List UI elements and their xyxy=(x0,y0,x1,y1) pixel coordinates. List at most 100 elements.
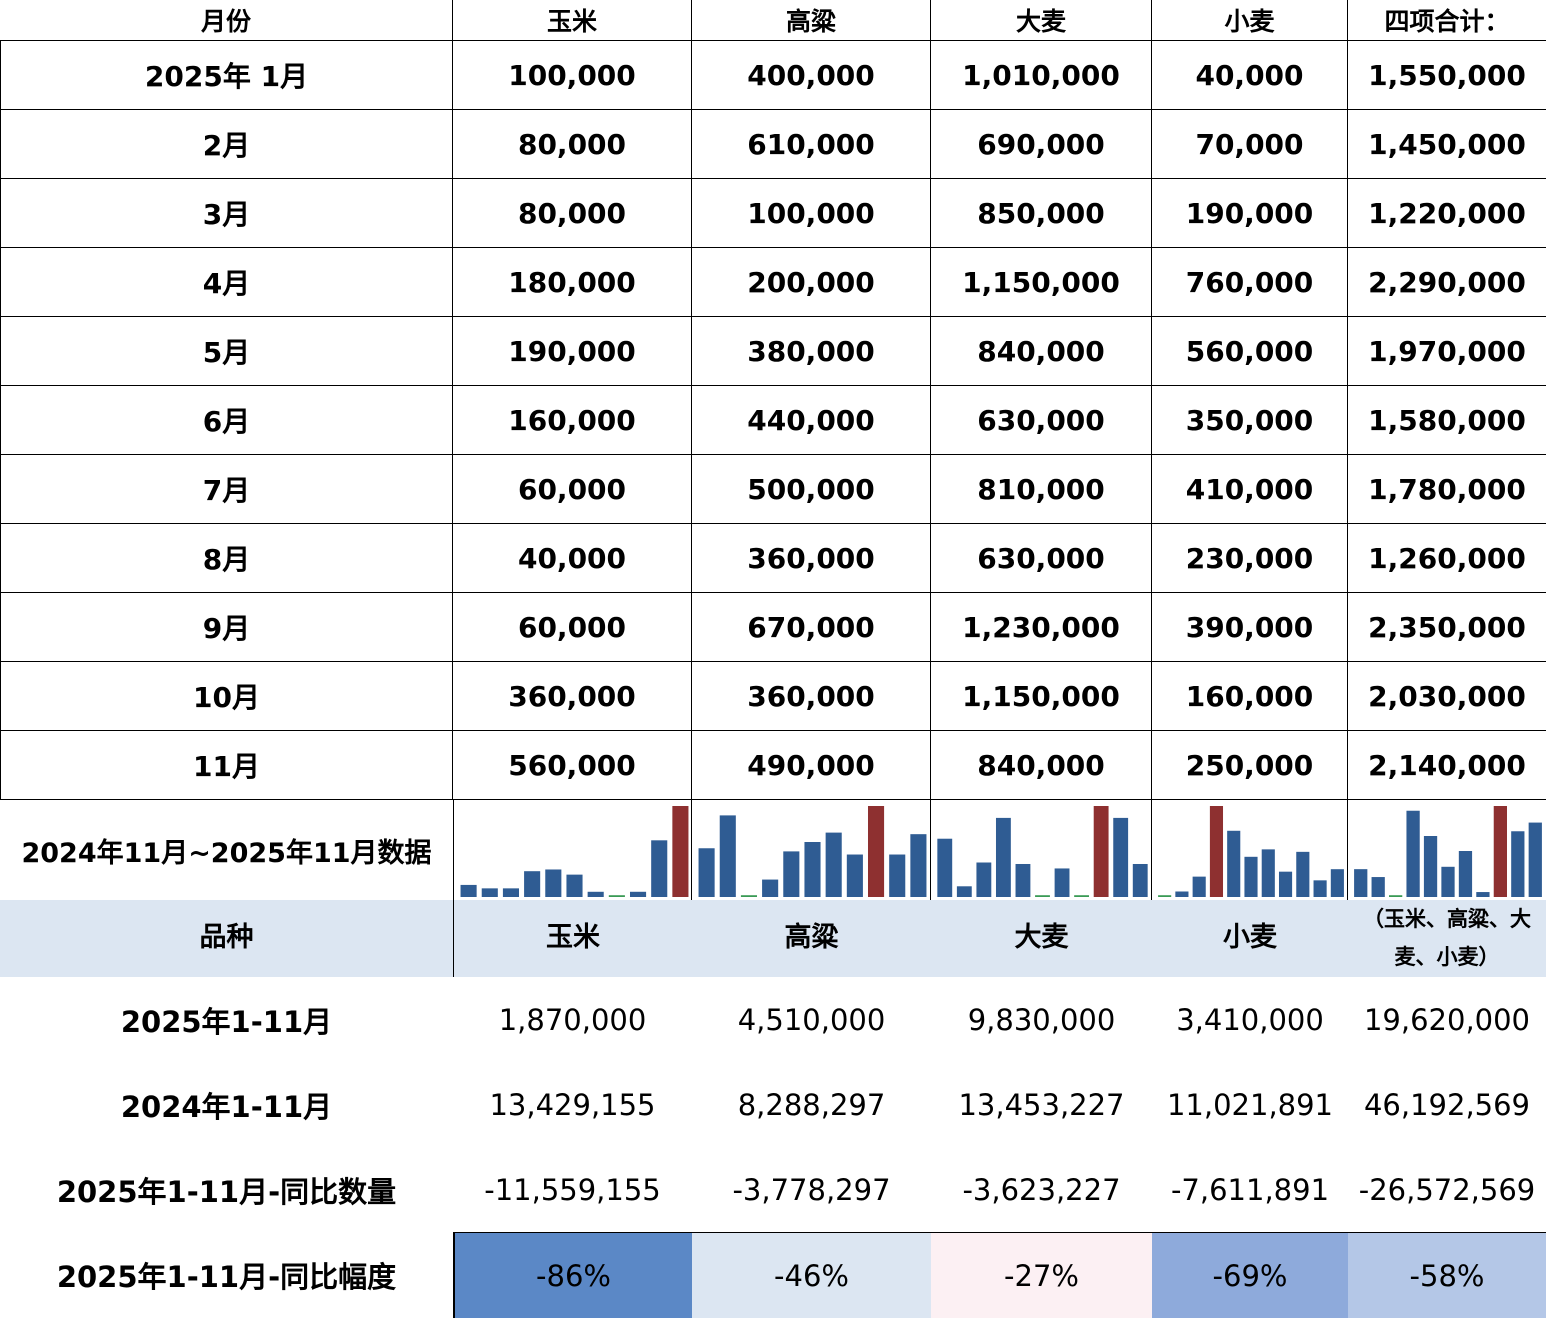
value-cell: 2,350,000 xyxy=(1348,593,1546,662)
value-cell: 490,000 xyxy=(692,731,931,800)
sparkline-bar xyxy=(698,848,715,897)
summary-header-cell: （玉米、高粱、大麦、小麦） xyxy=(1348,900,1546,977)
sparkline-bar xyxy=(1209,806,1224,897)
summary-header-cell: 小麦 xyxy=(1152,900,1348,977)
sparkline xyxy=(1354,806,1542,897)
sparkline-bar xyxy=(1175,891,1189,897)
sparkline-bar xyxy=(460,884,477,897)
sparkline-bar xyxy=(651,840,668,897)
summary-value: -27% xyxy=(931,1232,1152,1318)
summary-value: 4,510,000 xyxy=(737,1002,886,1037)
value-cell: 1,580,000 xyxy=(1348,386,1546,455)
sparkline-bar xyxy=(1261,849,1275,897)
value-cell: 1,970,000 xyxy=(1348,317,1546,386)
sparkline-bar xyxy=(740,895,758,897)
sparkline-bar xyxy=(956,886,972,897)
sparkline-bar xyxy=(524,871,541,897)
summary-value: 11,021,891 xyxy=(1166,1087,1334,1122)
sparkline-bar xyxy=(1389,895,1403,897)
value-cell: 190,000 xyxy=(1152,179,1348,248)
value-cell: 560,000 xyxy=(1152,317,1348,386)
sparkline-bar xyxy=(867,806,885,897)
value-cell: 670,000 xyxy=(692,593,931,662)
month-cell: 5月 xyxy=(0,317,453,386)
summary-value: 3,410,000 xyxy=(1176,1002,1324,1037)
value-cell: 1,010,000 xyxy=(931,41,1152,110)
sparkline-bar xyxy=(1406,810,1420,897)
sparkline-bar xyxy=(937,838,953,897)
summary-header-cell: 高粱 xyxy=(692,900,931,977)
month-cell: 8月 xyxy=(0,524,453,593)
sparkline-bar xyxy=(1244,856,1258,897)
value-cell: 230,000 xyxy=(1152,524,1348,593)
sparkline-bar xyxy=(587,891,604,897)
value-cell: 80,000 xyxy=(453,179,692,248)
sparkline-bar xyxy=(1354,869,1368,897)
sparkline-label: 2024年11月~2025年11月数据 xyxy=(21,837,432,869)
summary-value: 46,192,569 xyxy=(1363,1087,1531,1122)
sparkline-bar xyxy=(1296,851,1310,897)
value-cell: 60,000 xyxy=(453,455,692,524)
summary-value: 1,870,000 xyxy=(498,1002,647,1037)
value-cell: 840,000 xyxy=(931,731,1152,800)
sparkline-bar xyxy=(1458,851,1473,897)
sparkline-cell xyxy=(453,800,692,900)
value-cell: 410,000 xyxy=(1152,455,1348,524)
value-cell: 360,000 xyxy=(453,662,692,731)
header-cell: 小麦 xyxy=(1152,0,1348,41)
sparkline-bar xyxy=(804,841,821,897)
summary-value: 9,830,000 xyxy=(967,1002,1116,1037)
value-cell: 1,260,000 xyxy=(1348,524,1546,593)
value-cell: 40,000 xyxy=(453,524,692,593)
value-cell: 440,000 xyxy=(692,386,931,455)
month-cell: 10月 xyxy=(0,662,453,731)
summary-label: 2025年1-11月 xyxy=(120,1004,333,1039)
sparkline-bar xyxy=(1093,806,1109,897)
sparkline xyxy=(937,806,1148,897)
value-cell: 630,000 xyxy=(931,524,1152,593)
sparkline-bar xyxy=(545,869,562,897)
value-cell: 2,290,000 xyxy=(1348,248,1546,317)
value-cell: 1,230,000 xyxy=(931,593,1152,662)
summary-value: -46% xyxy=(692,1232,931,1318)
sparkline-bar xyxy=(1441,866,1455,897)
value-cell: 1,150,000 xyxy=(931,662,1152,731)
sparkline-bar xyxy=(672,806,689,897)
sparkline-bar xyxy=(1132,863,1148,897)
sparkline-bar xyxy=(825,832,842,897)
header-cell: 大麦 xyxy=(931,0,1152,41)
sparkline-bar xyxy=(995,817,1011,897)
header-cell: 高粱 xyxy=(692,0,931,41)
summary-value: 8,288,297 xyxy=(737,1087,886,1122)
sparkline-bar xyxy=(1528,822,1542,897)
value-cell: 100,000 xyxy=(453,41,692,110)
value-cell: 160,000 xyxy=(1152,662,1348,731)
value-cell: 810,000 xyxy=(931,455,1152,524)
sparkline-bar xyxy=(608,895,625,897)
sparkline-bar xyxy=(1015,863,1031,897)
header-cell: 月份 xyxy=(0,0,453,41)
month-cell: 2025年 1月 xyxy=(0,41,453,110)
sparkline-bar xyxy=(783,851,800,897)
value-cell: 200,000 xyxy=(692,248,931,317)
sparkline-bar xyxy=(566,874,583,897)
sparkline-bar xyxy=(1371,877,1385,897)
value-cell: 560,000 xyxy=(453,731,692,800)
value-cell: 360,000 xyxy=(692,662,931,731)
value-cell: 1,220,000 xyxy=(1348,179,1546,248)
sparkline-bar xyxy=(1278,871,1293,897)
sparkline xyxy=(460,806,689,897)
summary-value: -7,611,891 xyxy=(1170,1172,1330,1207)
sparkline-bar xyxy=(481,888,498,897)
sparkline-bar xyxy=(629,891,647,897)
sparkline-bar xyxy=(1192,876,1206,897)
value-cell: 840,000 xyxy=(931,317,1152,386)
value-cell: 850,000 xyxy=(931,179,1152,248)
summary-value: 19,620,000 xyxy=(1363,1002,1531,1037)
summary-value: -86% xyxy=(453,1232,692,1318)
summary-value: 13,453,227 xyxy=(958,1087,1125,1122)
month-cell: 6月 xyxy=(0,386,453,455)
value-cell: 1,450,000 xyxy=(1348,110,1546,179)
summary-label: 2025年1-11月-同比数量 xyxy=(56,1174,397,1209)
sparkline-bar xyxy=(1158,895,1172,897)
